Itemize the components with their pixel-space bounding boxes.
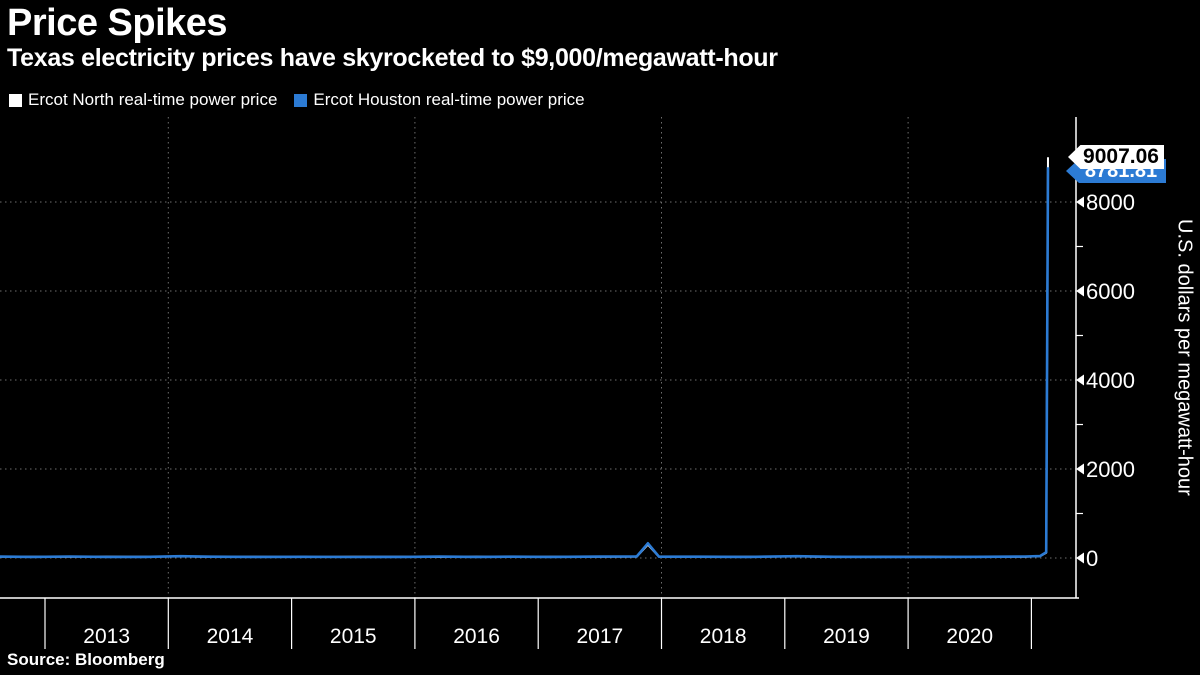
y-major-tick <box>1076 285 1084 297</box>
x-tick-label: 2018 <box>700 625 747 648</box>
page-title: Price Spikes <box>7 2 228 44</box>
y-axis-title: U.S. dollars per megawatt-hour <box>1173 218 1196 496</box>
callout-north-value: 9007.06 <box>1083 145 1159 168</box>
legend: Ercot North real-time power price Ercot … <box>9 90 585 110</box>
page-subtitle: Texas electricity prices have skyrockete… <box>7 44 778 72</box>
legend-item-ercot-houston: Ercot Houston real-time power price <box>294 90 585 110</box>
x-tick-label: 2016 <box>453 625 500 648</box>
y-tick-label: 4000 <box>1086 368 1135 393</box>
x-tick-label: 2013 <box>83 625 130 648</box>
series-line-ercot-houston <box>0 167 1050 559</box>
y-tick-label: 2000 <box>1086 457 1135 482</box>
source-credit: Source: Bloomberg <box>7 650 165 669</box>
legend-swatch-ercot-north <box>9 93 22 107</box>
x-tick-label: 2019 <box>823 625 870 648</box>
legend-item-ercot-north: Ercot North real-time power price <box>9 90 277 110</box>
x-tick-label: 2017 <box>576 625 623 648</box>
y-tick-label: 6000 <box>1086 279 1135 304</box>
series-line-ercot-north <box>0 157 1049 558</box>
y-major-tick <box>1076 374 1084 386</box>
y-major-tick <box>1076 196 1084 208</box>
y-major-tick <box>1076 552 1084 564</box>
legend-label-ercot-houston: Ercot Houston real-time power price <box>313 90 585 109</box>
x-tick-label: 2014 <box>207 625 254 648</box>
x-tick-label: 2015 <box>330 625 377 648</box>
y-tick-label: 0 <box>1086 546 1098 571</box>
y-tick-label: 8000 <box>1086 190 1135 215</box>
callout-north-price: 9007.06 <box>1068 145 1164 169</box>
legend-label-ercot-north: Ercot North real-time power price <box>28 90 278 109</box>
x-tick-label: 2020 <box>946 625 993 648</box>
legend-swatch-ercot-houston <box>294 93 308 107</box>
y-major-tick <box>1076 463 1084 475</box>
